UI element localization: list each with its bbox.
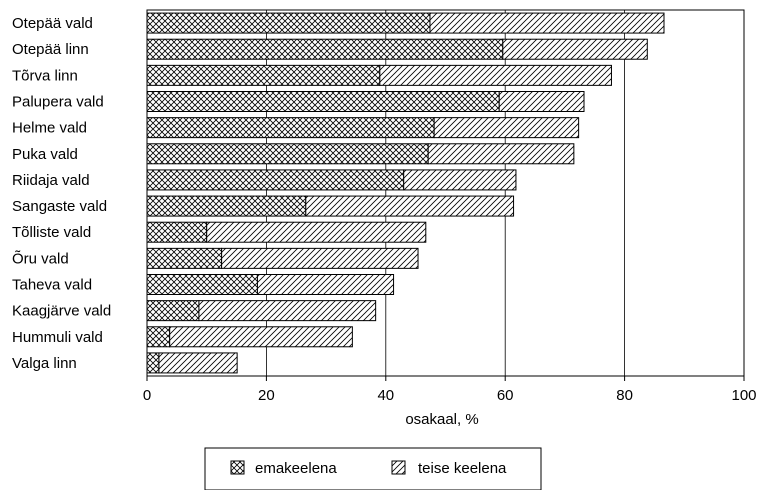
x-tick-label-100: 100	[731, 387, 756, 404]
bar-emakeelena-kaagjarve-vald	[146, 300, 200, 322]
category-labels: Otepää vald Otepää linn Tõrva linn Palupera…	[12, 15, 111, 372]
bar-teise-keelena-helme-vald	[433, 117, 580, 139]
bar-teise-keelena-palupera-vald	[498, 91, 585, 112]
category-label-puka-vald: Puka vald	[12, 146, 78, 163]
legend-frame	[204, 447, 542, 490]
bar-teise-keelena-hummuli-vald	[169, 326, 353, 348]
bar-emakeelena-hummuli-vald	[146, 326, 171, 348]
category-label-tolliste-vald: Tõlliste vald	[12, 224, 91, 241]
bar-teise-keelena-otepaa-linn	[502, 38, 648, 60]
legend-swatch-teise-keelena	[391, 460, 406, 475]
category-label-torva-linn: Tõrva linn	[12, 67, 78, 84]
category-label-helme-vald: Helme vald	[12, 120, 87, 137]
category-label-sangaste-vald: Sangaste vald	[12, 198, 107, 215]
bars	[146, 12, 665, 374]
bar-emakeelena-oru-vald	[146, 247, 223, 269]
x-tick-label-80: 80	[616, 387, 633, 404]
bar-emakeelena-valga-linn	[146, 352, 160, 374]
x-tick-label-60: 60	[497, 387, 514, 404]
bar-teise-keelena-riidaja-vald	[403, 169, 517, 191]
legend-label-emakeelena: emakeelena	[255, 460, 337, 477]
bar-emakeelena-otepaa-linn	[146, 38, 504, 60]
bar-teise-keelena-kaagjarve-vald	[198, 300, 377, 322]
bar-teise-keelena-torva-linn	[379, 64, 612, 86]
x-tick-label-20: 20	[258, 387, 275, 404]
bar-emakeelena-palupera-vald	[146, 91, 500, 112]
category-label-taheva-vald: Taheva vald	[12, 277, 92, 294]
bar-teise-keelena-oru-vald	[221, 247, 419, 269]
category-label-palupera-vald: Palupera vald	[12, 94, 104, 111]
bar-teise-keelena-puka-vald	[427, 143, 575, 165]
bar-emakeelena-taheva-vald	[146, 274, 258, 295]
x-axis-label: osakaal, %	[405, 411, 478, 428]
bar-emakeelena-riidaja-vald	[146, 169, 405, 191]
x-axis-ticks: 0 20 40 60 80 100	[143, 376, 757, 404]
legend-swatch-emakeelena	[230, 460, 245, 475]
bar-teise-keelena-valga-linn	[158, 352, 238, 374]
category-label-otepaa-linn: Otepää linn	[12, 41, 89, 58]
category-label-valga-linn: Valga linn	[12, 355, 77, 372]
category-label-otepaa-vald: Otepää vald	[12, 15, 93, 32]
category-label-riidaja-vald: Riidaja vald	[12, 172, 90, 189]
bar-emakeelena-puka-vald	[146, 143, 429, 165]
bar-emakeelena-torva-linn	[146, 64, 381, 86]
plot-area-frame	[146, 9, 745, 377]
bar-teise-keelena-sangaste-vald	[305, 195, 515, 217]
bar-emakeelena-sangaste-vald	[146, 195, 307, 217]
bar-emakeelena-otepaa-vald	[146, 12, 431, 34]
bar-teise-keelena-tolliste-vald	[206, 221, 427, 243]
legend: emakeelena teise keelena	[204, 447, 542, 490]
bar-emakeelena-tolliste-vald	[146, 221, 208, 243]
category-label-hummuli-vald: Hummuli vald	[12, 329, 103, 346]
bar-teise-keelena-otepaa-vald	[429, 12, 665, 34]
x-tick-label-0: 0	[143, 387, 151, 404]
x-tick-label-40: 40	[377, 387, 394, 404]
bar-teise-keelena-taheva-vald	[256, 274, 395, 295]
bar-emakeelena-helme-vald	[146, 117, 435, 139]
category-label-oru-vald: Õru vald	[12, 250, 69, 267]
category-label-kaagjarve-vald: Kaagjärve vald	[12, 303, 111, 320]
legend-label-teise-keelena: teise keelena	[418, 460, 507, 477]
